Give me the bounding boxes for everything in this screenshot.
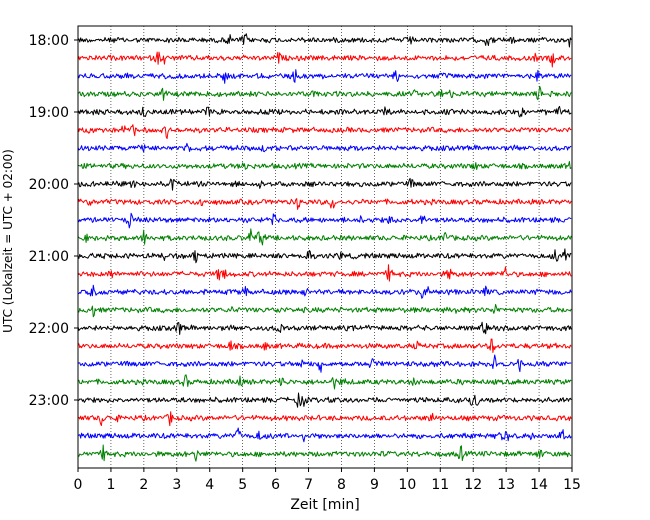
x-tick-label: 4 [205, 477, 214, 493]
plot-frame [77, 25, 573, 469]
x-tick-label: 15 [563, 477, 581, 493]
trace-11 [77, 228, 572, 246]
trace-23 [77, 444, 572, 462]
x-tick-label: 11 [431, 477, 449, 493]
trace-17 [77, 338, 572, 353]
x-tick-label: 14 [530, 477, 548, 493]
trace-19 [77, 374, 572, 390]
trace-12 [77, 248, 572, 264]
x-axis-label: Zeit [min] [290, 497, 359, 513]
x-tick-label: 9 [370, 477, 379, 493]
x-tick-label: 0 [74, 477, 83, 493]
x-tick-label: 8 [337, 477, 346, 493]
x-tick-label: 1 [106, 477, 115, 493]
trace-16 [77, 321, 572, 335]
x-tick-label: 13 [497, 477, 515, 493]
x-tick-label: 6 [271, 477, 280, 493]
trace-22 [77, 427, 572, 443]
y-tick-label: 18:00 [29, 33, 69, 49]
y-tick-label: 22:00 [29, 321, 69, 337]
trace-4 [77, 105, 572, 118]
y-tick-label: 21:00 [29, 249, 69, 265]
trace-9 [77, 198, 572, 210]
trace-21 [77, 411, 572, 427]
y-tick-label: 23:00 [29, 393, 69, 409]
x-tick-label: 12 [464, 477, 482, 493]
trace-15 [77, 303, 572, 318]
trace-2 [77, 69, 572, 84]
x-tick-label: 10 [398, 477, 416, 493]
y-tick-label: 20:00 [29, 177, 69, 193]
trace-10 [77, 212, 572, 229]
trace-6 [77, 142, 572, 153]
x-tick-label: 2 [139, 477, 148, 493]
trace-14 [77, 284, 572, 299]
trace-0 [77, 33, 572, 48]
trace-3 [77, 85, 572, 101]
seismic-traces [77, 33, 572, 462]
trace-13 [77, 264, 572, 282]
trace-20 [77, 392, 572, 408]
y-axis: 18:00 19:00 20:00 21:00 22:00 23:00 [29, 33, 78, 409]
trace-1 [77, 51, 572, 68]
y-tick-label: 19:00 [29, 105, 69, 121]
x-axis: 0 1 2 3 4 5 6 7 8 9 10 11 12 13 14 15 [74, 468, 581, 493]
trace-18 [77, 354, 572, 373]
x-tick-label: 5 [238, 477, 247, 493]
trace-7 [77, 160, 572, 171]
y-axis-label: UTC (Lokalzeit = UTC + 02:00) [1, 149, 15, 333]
trace-5 [77, 124, 572, 140]
x-tick-label: 3 [172, 477, 181, 493]
trace-8 [77, 177, 572, 191]
x-tick-label: 7 [304, 477, 313, 493]
